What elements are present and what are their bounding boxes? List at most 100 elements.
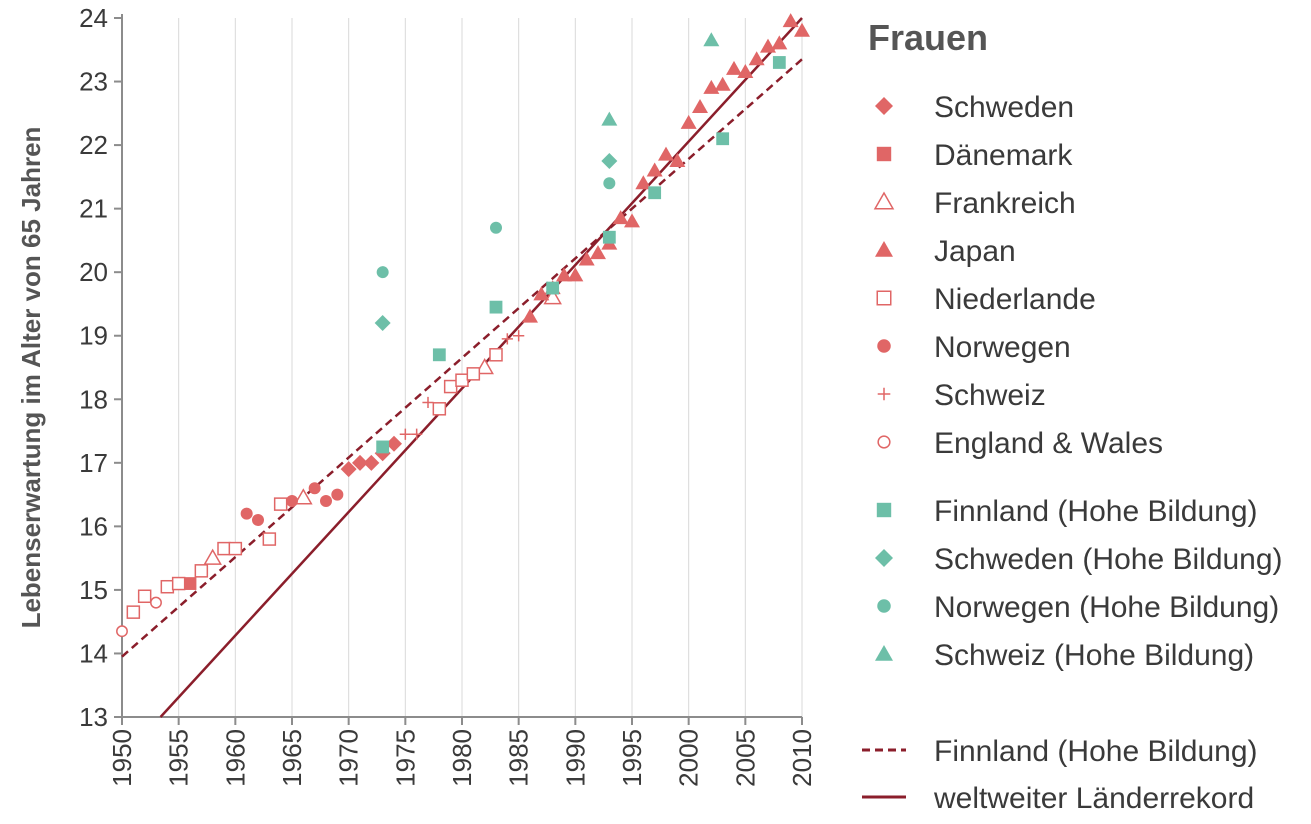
data-point bbox=[556, 267, 572, 282]
y-tick-label: 18 bbox=[79, 384, 108, 414]
data-point bbox=[160, 579, 175, 594]
legend-marker bbox=[875, 241, 893, 257]
y-tick-label: 22 bbox=[79, 130, 108, 160]
data-point bbox=[794, 22, 810, 37]
y-tick-label: 23 bbox=[79, 67, 108, 97]
axes bbox=[114, 14, 803, 725]
x-tick-label: 1950 bbox=[107, 729, 137, 787]
data-point bbox=[363, 454, 380, 471]
data-point bbox=[533, 286, 550, 301]
data-point bbox=[714, 76, 731, 91]
x-tick-label: 2005 bbox=[730, 729, 760, 787]
legend-label: Finnland (Hohe Bildung) bbox=[934, 735, 1258, 768]
y-tick-label: 17 bbox=[79, 448, 108, 478]
y-tick-label: 15 bbox=[79, 575, 108, 605]
data-point bbox=[648, 186, 662, 200]
data-point bbox=[399, 428, 411, 440]
legend-marker bbox=[876, 290, 892, 306]
y-tick-label: 13 bbox=[79, 702, 108, 732]
legend-marker bbox=[875, 97, 893, 115]
data-point bbox=[194, 564, 209, 578]
x-tick-label: 2010 bbox=[787, 729, 817, 787]
data-point bbox=[489, 300, 503, 314]
legend-label: Norwegen (Hohe Bildung) bbox=[934, 591, 1279, 624]
x-tick-label: 1970 bbox=[334, 729, 364, 787]
legend-marker bbox=[876, 502, 892, 518]
legend-label: Frankreich bbox=[934, 187, 1076, 220]
legend-label: Schweden bbox=[934, 91, 1074, 124]
data-point bbox=[624, 213, 640, 228]
legend-marker bbox=[877, 435, 891, 449]
y-tick-label: 16 bbox=[79, 511, 108, 541]
data-point bbox=[203, 548, 222, 565]
data-point bbox=[612, 210, 629, 225]
legend-label: Dänemark bbox=[934, 139, 1073, 172]
data-point bbox=[262, 532, 277, 546]
y-axis-title: Lebenserwartung im Alter von 65 Jahren bbox=[16, 127, 46, 629]
legend-label: Finnland (Hohe Bildung) bbox=[934, 495, 1258, 528]
data-point bbox=[603, 177, 616, 190]
data-point bbox=[376, 266, 389, 279]
data-point bbox=[748, 51, 765, 66]
data-point bbox=[376, 440, 390, 454]
legend-label: Schweden (Hohe Bildung) bbox=[934, 543, 1283, 576]
x-tick-label: 1965 bbox=[277, 729, 307, 787]
data-point bbox=[567, 267, 584, 282]
data-point bbox=[240, 507, 253, 520]
data-point bbox=[782, 13, 799, 28]
data-point bbox=[475, 357, 494, 375]
x-tick-label: 1995 bbox=[617, 729, 647, 787]
legend-marker bbox=[873, 191, 895, 210]
legend-label: Norwegen bbox=[934, 331, 1071, 364]
data-point bbox=[703, 32, 720, 47]
legend-marker bbox=[876, 146, 892, 162]
data-point bbox=[490, 221, 502, 234]
data-point bbox=[771, 35, 788, 50]
data-point bbox=[150, 596, 162, 609]
x-tick-label: 1975 bbox=[390, 729, 420, 787]
data-point bbox=[126, 605, 141, 619]
data-point bbox=[411, 428, 423, 440]
legend-marker bbox=[877, 599, 891, 613]
data-point bbox=[432, 402, 447, 416]
x-tick-label: 1955 bbox=[164, 729, 194, 787]
legend-label: Japan bbox=[934, 235, 1016, 268]
x-tick-label: 2000 bbox=[674, 729, 704, 787]
y-tick-label: 21 bbox=[79, 194, 108, 224]
data-point bbox=[772, 56, 786, 69]
legend-label: Schweiz bbox=[934, 379, 1046, 412]
data-point bbox=[590, 245, 606, 260]
x-tick-label: 1980 bbox=[447, 729, 477, 787]
data-point bbox=[601, 152, 618, 169]
data-point bbox=[601, 111, 618, 126]
legend-label: Niederlande bbox=[934, 283, 1096, 316]
data-point bbox=[286, 494, 298, 507]
data-point bbox=[716, 132, 730, 146]
data-point bbox=[171, 576, 186, 591]
data-point bbox=[183, 577, 197, 590]
data-point bbox=[680, 114, 697, 129]
data-point bbox=[294, 488, 313, 505]
legend-label: weltweiter Länderrekord bbox=[933, 782, 1254, 815]
data-point bbox=[726, 60, 742, 75]
data-point bbox=[116, 625, 128, 638]
legend-marker bbox=[875, 645, 893, 661]
data-point bbox=[320, 494, 332, 507]
x-tick-label: 1960 bbox=[220, 729, 250, 787]
x-tick-label: 1985 bbox=[504, 729, 534, 787]
data-point bbox=[432, 348, 446, 362]
y-tick-label: 19 bbox=[79, 321, 108, 351]
data-point bbox=[602, 230, 616, 244]
legend-marker bbox=[877, 339, 891, 353]
data-point bbox=[546, 281, 560, 295]
data-point bbox=[646, 162, 663, 177]
tick-labels: 13 14 15 16 17 18 19 20 21 22 23 24 1950 1955 1960 1965… bbox=[79, 3, 817, 787]
x-tick-label: 1990 bbox=[560, 729, 590, 787]
legend-label: England & Wales bbox=[934, 427, 1163, 460]
data-point bbox=[737, 64, 754, 79]
data-point bbox=[217, 541, 231, 556]
data-point bbox=[513, 330, 525, 342]
data-point bbox=[386, 435, 402, 452]
data-point bbox=[635, 175, 652, 190]
